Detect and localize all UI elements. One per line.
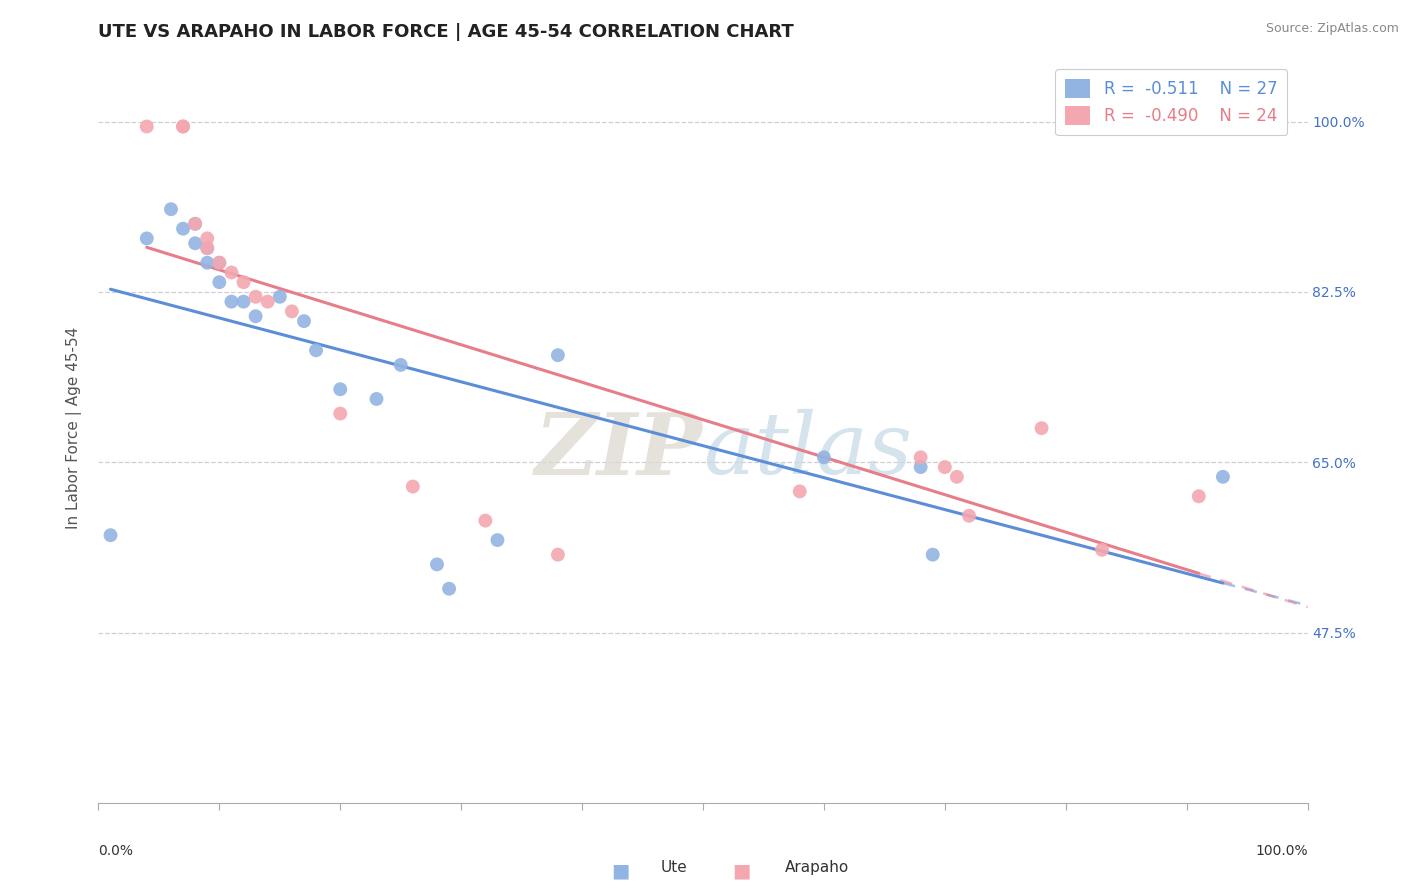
- Point: [256, 294, 278, 309]
- Point: [195, 241, 218, 255]
- Point: [329, 382, 352, 396]
- Point: [1031, 421, 1053, 435]
- Point: [208, 256, 231, 270]
- Point: [934, 460, 956, 475]
- Point: [221, 265, 243, 279]
- Point: [208, 256, 231, 270]
- Text: ZIP: ZIP: [536, 409, 703, 492]
- Point: [389, 358, 412, 372]
- Point: [437, 582, 460, 596]
- Point: [195, 256, 218, 270]
- Text: Arapaho: Arapaho: [785, 860, 849, 875]
- Point: [221, 294, 243, 309]
- Point: [547, 548, 569, 562]
- Point: [184, 217, 207, 231]
- Point: [232, 275, 254, 289]
- Text: ■: ■: [733, 862, 751, 880]
- Point: [1212, 470, 1234, 484]
- Text: ■: ■: [612, 862, 630, 880]
- Point: [813, 450, 835, 465]
- Point: [172, 120, 194, 134]
- Point: [486, 533, 509, 547]
- Point: [281, 304, 304, 318]
- Text: UTE VS ARAPAHO IN LABOR FORCE | AGE 45-54 CORRELATION CHART: UTE VS ARAPAHO IN LABOR FORCE | AGE 45-5…: [98, 23, 794, 41]
- Point: [160, 202, 183, 217]
- Text: atlas: atlas: [703, 409, 912, 492]
- Point: [1091, 542, 1114, 557]
- Point: [910, 460, 932, 475]
- Point: [100, 528, 122, 542]
- Text: 100.0%: 100.0%: [1256, 844, 1308, 858]
- Point: [789, 484, 811, 499]
- Point: [184, 217, 207, 231]
- Text: Source: ZipAtlas.com: Source: ZipAtlas.com: [1265, 22, 1399, 36]
- Point: [957, 508, 980, 523]
- Point: [184, 236, 207, 251]
- Legend: R =  -0.511    N = 27, R =  -0.490    N = 24: R = -0.511 N = 27, R = -0.490 N = 24: [1054, 70, 1286, 135]
- Point: [329, 407, 352, 421]
- Point: [910, 450, 932, 465]
- Point: [172, 221, 194, 235]
- Point: [172, 120, 194, 134]
- Point: [402, 479, 425, 493]
- Point: [292, 314, 315, 328]
- Point: [245, 290, 267, 304]
- Text: 0.0%: 0.0%: [98, 844, 134, 858]
- Point: [426, 558, 449, 572]
- Point: [208, 275, 231, 289]
- Point: [921, 548, 943, 562]
- Point: [366, 392, 388, 406]
- Point: [245, 310, 267, 324]
- Point: [135, 120, 157, 134]
- Y-axis label: In Labor Force | Age 45-54: In Labor Force | Age 45-54: [66, 327, 83, 529]
- Point: [305, 343, 328, 358]
- Point: [1188, 489, 1211, 503]
- Point: [232, 294, 254, 309]
- Point: [195, 241, 218, 255]
- Point: [946, 470, 969, 484]
- Point: [474, 514, 496, 528]
- Point: [195, 231, 218, 245]
- Text: Ute: Ute: [661, 860, 688, 875]
- Point: [269, 290, 291, 304]
- Point: [135, 231, 157, 245]
- Point: [547, 348, 569, 362]
